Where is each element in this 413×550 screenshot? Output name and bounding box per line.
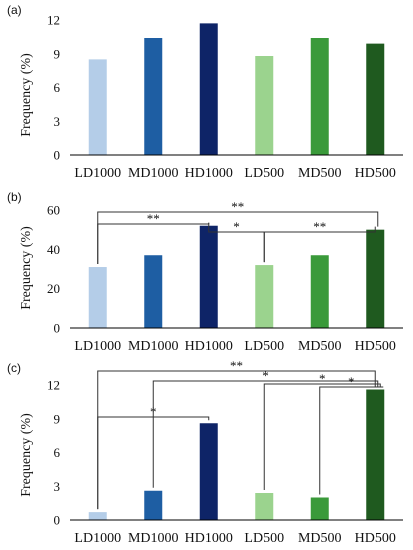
x-category-label: MD500 xyxy=(298,166,342,181)
x-category-label: MD500 xyxy=(298,531,342,546)
y-tick-label: 6 xyxy=(54,445,61,460)
bar-series xyxy=(88,225,385,328)
y-axis-label: Frequency (%) xyxy=(19,53,34,137)
x-category-label: HD500 xyxy=(355,166,396,181)
x-axis-categories: LD1000 MD1000 HD1000 LD500 MD500 HD500 xyxy=(74,339,395,354)
significance-label: ** xyxy=(231,199,244,214)
x-category-label: MD1000 xyxy=(128,531,179,546)
bar-ld1000 xyxy=(88,267,107,328)
bar-md500 xyxy=(310,255,329,328)
y-tick-label: 0 xyxy=(54,321,61,336)
y-tick-label: 3 xyxy=(54,114,61,129)
bar-md500 xyxy=(310,497,329,520)
significance-label: ** xyxy=(147,211,160,226)
panel-label: (b) xyxy=(7,190,22,204)
bar-series xyxy=(88,23,385,155)
y-tick-label: 0 xyxy=(54,513,61,528)
x-category-label: HD1000 xyxy=(185,531,233,546)
y-tick-label: 20 xyxy=(47,281,60,296)
y-tick-label: 60 xyxy=(47,203,60,218)
significance-bracket xyxy=(97,370,376,510)
significance-bracket xyxy=(263,226,376,263)
y-axis-label: Frequency (%) xyxy=(19,226,34,310)
bar-hd1000 xyxy=(199,423,218,520)
x-category-label: LD1000 xyxy=(74,339,121,354)
bar-md500 xyxy=(310,38,329,155)
panel-label: (a) xyxy=(7,3,22,17)
significance-label: ** xyxy=(313,219,326,234)
significance-label: ** xyxy=(230,358,243,373)
y-tick-label: 9 xyxy=(54,46,61,61)
significance-annotations: *** **** xyxy=(97,199,379,265)
x-category-label: LD500 xyxy=(244,166,284,181)
bar-md1000 xyxy=(144,255,163,328)
significance-bracket xyxy=(263,383,381,490)
significance-bracket xyxy=(97,211,379,265)
y-axis-ticks: 0 3 6 9 12 xyxy=(47,378,61,528)
x-category-label: MD1000 xyxy=(128,166,179,181)
significance-bracket xyxy=(319,386,384,495)
y-tick-label: 12 xyxy=(47,13,60,28)
significance-label: * xyxy=(348,374,355,389)
x-category-label: LD1000 xyxy=(74,166,121,181)
y-axis-label: Frequency (%) xyxy=(19,413,34,497)
panel-a: (a) Frequency (%) 0 3 6 9 12 LD1000 MD1000 HD1… xyxy=(7,3,403,181)
y-axis-ticks: 0 20 40 60 xyxy=(47,203,60,336)
bar-hd500 xyxy=(366,43,385,155)
bar-hd1000 xyxy=(199,225,218,328)
x-category-label: HD1000 xyxy=(185,166,233,181)
y-tick-label: 12 xyxy=(47,378,60,393)
bar-md1000 xyxy=(144,490,163,520)
x-axis-categories: LD1000 MD1000 HD1000 LD500 MD500 HD500 xyxy=(74,531,395,546)
bar-ld500 xyxy=(255,265,274,328)
bar-series xyxy=(88,389,385,520)
bar-ld1000 xyxy=(88,59,107,155)
significance-annotations: **** * * xyxy=(97,358,384,510)
x-category-label: LD1000 xyxy=(74,531,121,546)
y-tick-label: 6 xyxy=(54,80,61,95)
x-category-label: HD500 xyxy=(355,339,396,354)
x-category-label: MD500 xyxy=(298,339,342,354)
panel-label: (c) xyxy=(7,361,21,375)
bar-ld1000 xyxy=(88,512,107,520)
x-category-label: HD500 xyxy=(355,531,396,546)
significance-label: * xyxy=(233,219,240,234)
y-tick-label: 40 xyxy=(47,242,60,257)
bar-hd1000 xyxy=(199,23,218,155)
bar-hd500 xyxy=(366,229,385,328)
significance-label: * xyxy=(262,368,269,383)
y-tick-label: 0 xyxy=(54,148,61,163)
x-category-label: LD500 xyxy=(244,531,284,546)
bar-ld500 xyxy=(255,493,274,520)
bar-hd500 xyxy=(366,389,385,520)
x-axis-categories: LD1000 MD1000 HD1000 LD500 MD500 HD500 xyxy=(74,166,395,181)
bar-ld500 xyxy=(255,56,274,155)
y-tick-label: 3 xyxy=(54,479,61,494)
x-category-label: MD1000 xyxy=(128,339,179,354)
y-axis-ticks: 0 3 6 9 12 xyxy=(47,13,61,163)
significance-label: * xyxy=(319,371,326,386)
x-category-label: HD1000 xyxy=(185,339,233,354)
bar-md1000 xyxy=(144,38,163,155)
x-category-label: LD500 xyxy=(244,339,284,354)
y-tick-label: 9 xyxy=(54,411,61,426)
